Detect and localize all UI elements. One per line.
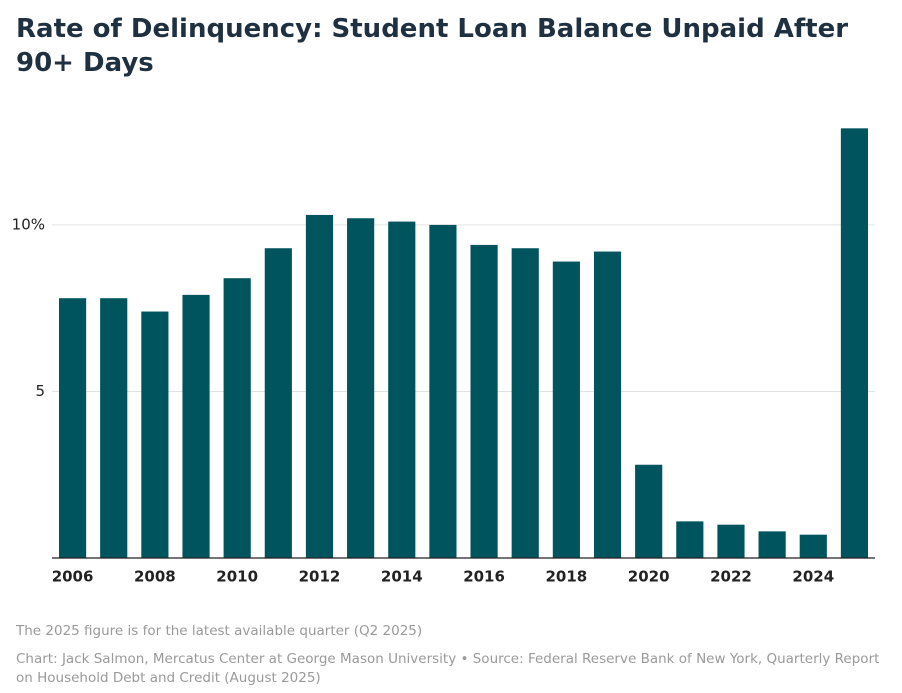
bar	[676, 521, 704, 558]
bar	[717, 524, 745, 558]
chart-title: Rate of Delinquency: Student Loan Balanc…	[16, 14, 849, 78]
x-tick-label: 2006	[52, 568, 94, 586]
bar	[58, 298, 87, 558]
x-tick-label: 2020	[628, 568, 670, 586]
bar	[347, 218, 375, 558]
chart-source: Chart: Jack Salmon, Mercatus Center at G…	[16, 651, 880, 686]
bar	[100, 298, 128, 558]
chart-note: The 2025 figure is for the latest availa…	[16, 623, 423, 639]
bar	[305, 214, 334, 558]
x-tick-label: 2024	[792, 568, 834, 586]
bar	[182, 294, 210, 558]
bar	[758, 531, 786, 558]
x-tick-label: 2022	[710, 568, 752, 586]
x-tick-label: 2010	[216, 568, 258, 586]
bar	[635, 464, 663, 558]
bar	[429, 224, 457, 558]
bar	[141, 311, 169, 558]
x-tick-label: 2008	[134, 568, 176, 586]
x-tick-label: 2014	[381, 568, 423, 586]
bar	[840, 128, 869, 559]
bar	[593, 251, 622, 559]
y-tick-label: 5	[35, 382, 45, 400]
bar	[388, 221, 416, 559]
x-tick-label: 2018	[546, 568, 588, 586]
y-tick-label: 10%	[12, 215, 45, 233]
bar	[799, 534, 827, 558]
x-tick-label: 2012	[299, 568, 341, 586]
bar	[511, 248, 539, 558]
x-tick-label: 2016	[463, 568, 505, 586]
bar	[552, 261, 580, 558]
bar	[470, 244, 498, 558]
chart: 5 10% 2006 2008 2010 2012 2014 2016 2018 2020 2022…	[12, 128, 875, 586]
bar	[223, 278, 251, 558]
bar	[264, 248, 292, 558]
